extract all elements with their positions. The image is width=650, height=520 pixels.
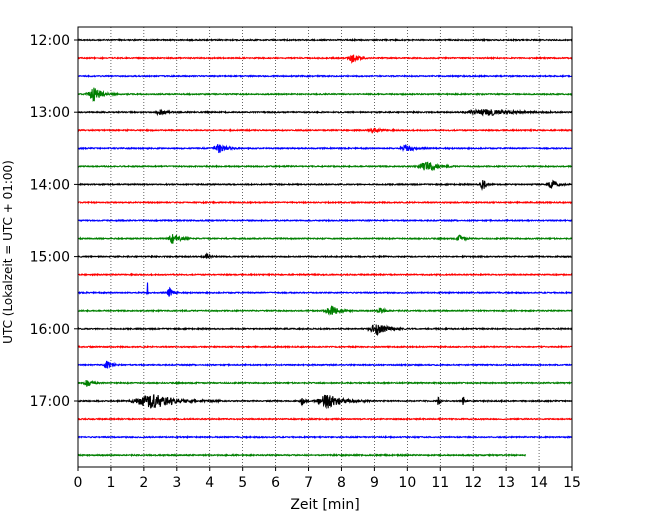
seismogram-trace (77, 282, 573, 297)
seismogram-trace (77, 144, 573, 154)
seismogram-trace (77, 37, 573, 43)
x-axis-label: Zeit [min] (290, 497, 359, 513)
seismogram-trace (77, 108, 573, 117)
seismogram-trace (77, 324, 573, 337)
x-tick-label: 12 (464, 475, 482, 491)
x-tick-label: 2 (139, 475, 148, 491)
x-tick-label: 13 (497, 475, 515, 491)
seismogram-trace (77, 161, 573, 172)
seismogram-trace (77, 73, 573, 79)
trace-group (77, 37, 573, 458)
seismogram-trace (77, 87, 573, 102)
seismogram-trace (77, 252, 573, 260)
y-tick-label: 17:00 (30, 394, 70, 410)
seismogram-trace (77, 434, 573, 440)
y-axis-ticks: 12:00 13:00 14:00 15:00 16:00 17:00 (30, 33, 78, 410)
seismogram-trace (77, 272, 573, 277)
x-axis-ticks: 0 1 2 3 4 5 6 7 8 9 10 11 12 13 14 15 (74, 467, 581, 491)
grid-lines (110, 27, 540, 467)
seismogram-trace (77, 344, 573, 349)
y-tick-label: 16:00 (30, 322, 70, 338)
seismogram-trace (77, 179, 573, 191)
y-tick-label: 15:00 (30, 250, 70, 266)
seismogram-trace (77, 126, 573, 134)
y-tick-label: 14:00 (30, 177, 70, 193)
seismogram-trace (77, 218, 573, 223)
x-tick-label: 3 (172, 475, 181, 491)
x-tick-label: 15 (563, 475, 581, 491)
x-tick-label: 7 (304, 475, 313, 491)
seismogram-trace (77, 54, 573, 64)
seismogram-trace (77, 380, 573, 387)
x-tick-label: 11 (431, 475, 449, 491)
seismogram-trace (77, 305, 573, 316)
x-tick-label: 9 (370, 475, 379, 491)
x-tick-label: 4 (205, 475, 214, 491)
x-tick-label: 6 (271, 475, 280, 491)
x-tick-label: 14 (530, 475, 548, 491)
seismogram-trace (77, 394, 573, 410)
seismogram-trace (77, 200, 573, 205)
seismogram-trace (77, 360, 573, 369)
x-tick-label: 10 (398, 475, 416, 491)
x-tick-label: 8 (337, 475, 346, 491)
y-tick-label: 12:00 (30, 33, 70, 49)
seismogram-trace (77, 416, 573, 422)
plot-frame (77, 26, 573, 468)
seismogram-trace (77, 452, 527, 458)
y-tick-label: 13:00 (30, 105, 70, 121)
x-tick-label: 1 (106, 475, 115, 491)
seismogram-trace (77, 234, 573, 244)
x-tick-label: 0 (74, 475, 83, 491)
y-axis-label: UTC (Lokalzeit = UTC + 01:00) (1, 160, 15, 344)
x-tick-label: 5 (238, 475, 247, 491)
